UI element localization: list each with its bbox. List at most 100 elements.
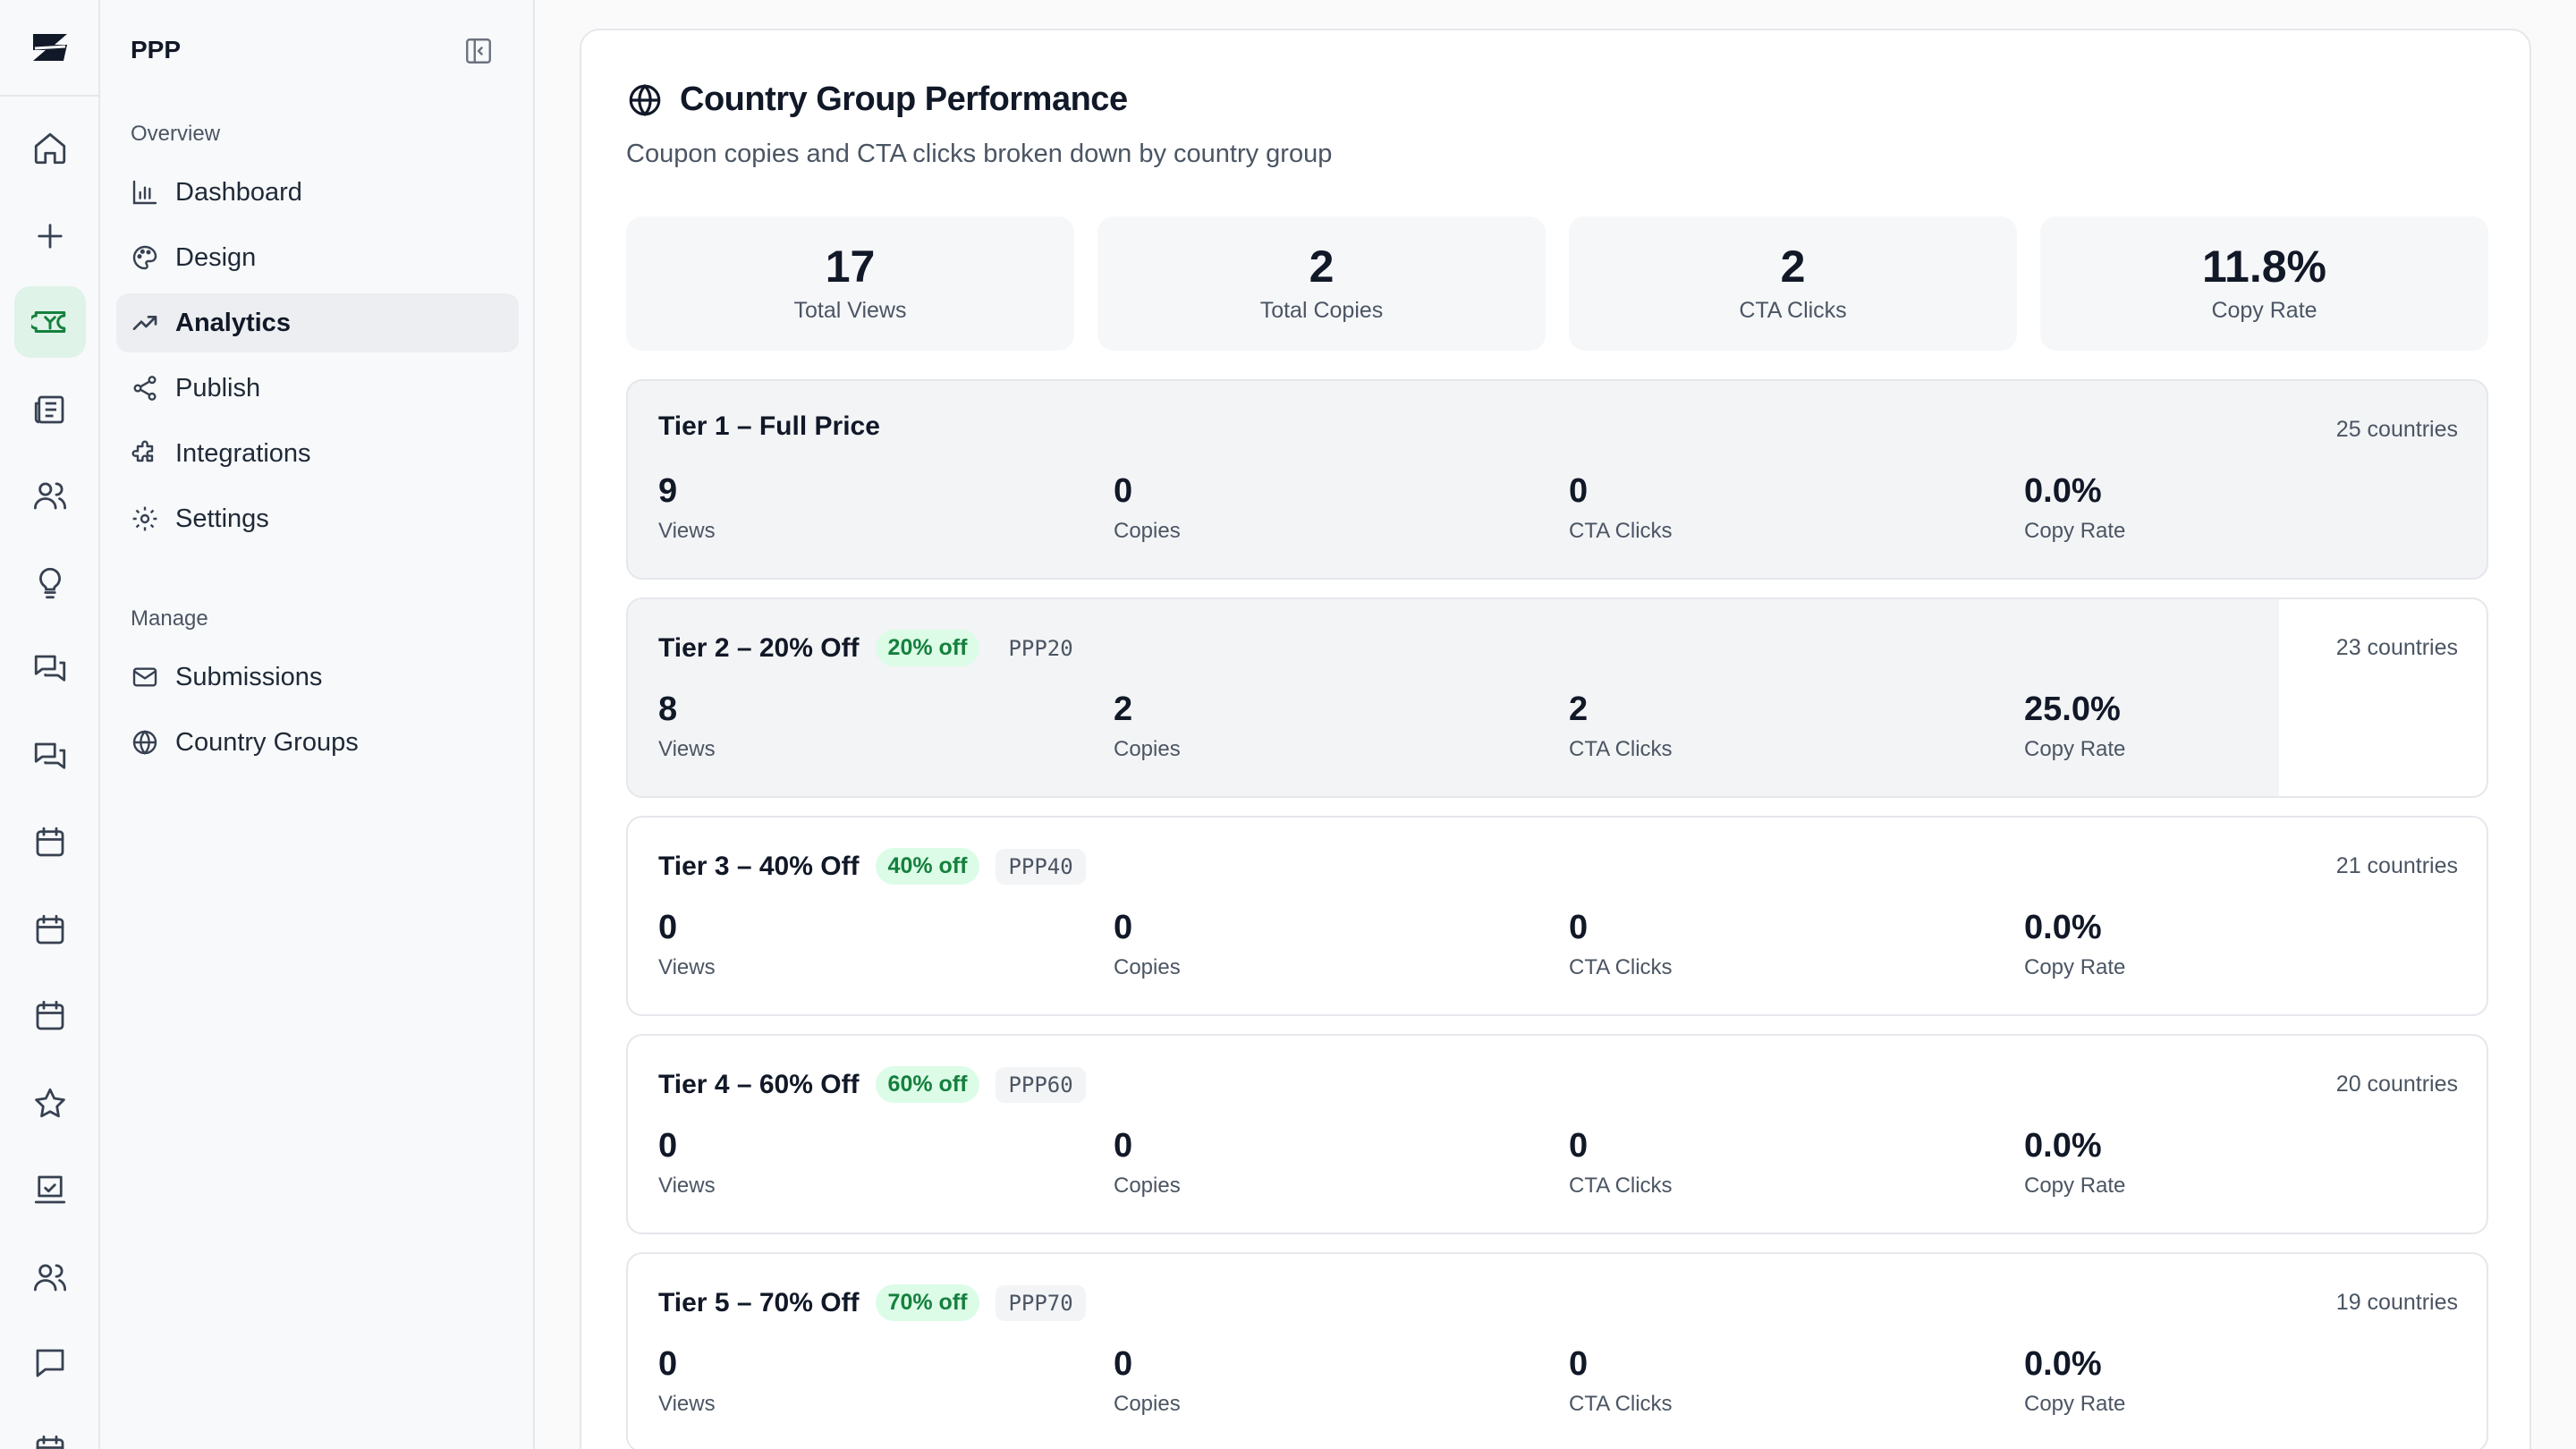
icon-rail xyxy=(0,0,100,1449)
tier-country-count: 21 countries xyxy=(2335,853,2458,878)
metric-label: Views xyxy=(658,955,716,979)
card-header: Country Group Performance xyxy=(626,80,1128,119)
sidebar-item-dashboard[interactable]: Dashboard xyxy=(116,163,519,222)
tier-metric-views: 8 Views xyxy=(658,692,716,762)
discount-badge: 40% off xyxy=(875,848,980,885)
metric-label: Copies xyxy=(1114,1174,1181,1198)
tier-row-2[interactable]: Tier 2 – 20% Off 20% off PPP20 23 countr… xyxy=(626,597,2488,798)
tier-name: Tier 5 – 70% Off xyxy=(658,1287,860,1318)
tier-header: Tier 2 – 20% Off 20% off PPP20 xyxy=(658,630,1086,666)
sidebar-item-integrations[interactable]: Integrations xyxy=(116,424,519,483)
discount-badge: 20% off xyxy=(875,630,980,666)
sidebar-item-publish[interactable]: Publish xyxy=(116,359,519,418)
stat-total-views: 17 Total Views xyxy=(626,216,1074,351)
sidebar-title: PPP xyxy=(131,36,182,64)
metric-label: Copy Rate xyxy=(2024,1392,2126,1416)
stat-copy-rate: 11.8% Copy Rate xyxy=(2040,216,2488,351)
tier-row-5[interactable]: Tier 5 – 70% Off 70% off PPP70 19 countr… xyxy=(626,1252,2488,1449)
page-title: Country Group Performance xyxy=(680,80,1128,118)
tier-metric-rate: 0.0% Copy Rate xyxy=(2024,1347,2125,1417)
sidebar-item-country-groups[interactable]: Country Groups xyxy=(116,713,519,772)
section-manage-label: Manage xyxy=(131,606,208,631)
calendar-icon[interactable] xyxy=(14,894,86,966)
metric-label: Views xyxy=(658,519,716,543)
metric-value: 25.0% xyxy=(2024,691,2121,728)
tier-metric-rate: 0.0% Copy Rate xyxy=(2024,474,2125,544)
metric-label: Copies xyxy=(1114,519,1181,543)
metric-value: 0.0% xyxy=(2024,909,2102,946)
star-icon[interactable] xyxy=(14,1068,86,1140)
metric-value: 0 xyxy=(1569,472,1589,510)
messages-icon[interactable] xyxy=(14,633,86,705)
metric-value: 0 xyxy=(658,1127,678,1165)
calendar-icon[interactable] xyxy=(14,980,86,1052)
plus-icon[interactable] xyxy=(14,200,86,272)
tier-row-4[interactable]: Tier 4 – 60% Off 60% off PPP60 20 countr… xyxy=(626,1034,2488,1234)
lightbulb-icon[interactable] xyxy=(14,547,86,619)
stat-value: 11.8% xyxy=(2201,241,2326,292)
rail-divider xyxy=(0,95,98,97)
metric-value: 2 xyxy=(1569,691,1589,728)
tier-country-count: 25 countries xyxy=(2335,417,2458,442)
coupon-code-badge[interactable]: PPP60 xyxy=(996,1066,1086,1103)
globe-icon xyxy=(629,83,661,116)
country-group-performance-card: Country Group Performance Coupon copies … xyxy=(580,29,2531,1449)
puzzle-icon xyxy=(131,440,154,462)
stat-value: 2 xyxy=(1780,241,1806,292)
collapse-sidebar-icon[interactable] xyxy=(463,36,494,66)
tier-metric-views: 0 Views xyxy=(658,911,716,980)
bar-chart-icon xyxy=(132,180,157,205)
tier-metric-cta: 2 CTA Clicks xyxy=(1569,692,1673,762)
coupon-code-badge[interactable]: PPP20 xyxy=(1008,635,1073,661)
globe-icon xyxy=(132,730,157,755)
ticket-icon[interactable] xyxy=(14,286,86,358)
metric-label: CTA Clicks xyxy=(1569,955,1673,979)
metric-value: 0 xyxy=(1569,1345,1589,1383)
presentation-check-icon[interactable] xyxy=(14,1154,86,1225)
sidebar-item-analytics[interactable]: Analytics xyxy=(116,293,519,352)
home-icon[interactable] xyxy=(14,113,86,184)
stat-total-copies: 2 Total Copies xyxy=(1097,216,1546,351)
tier-row-1[interactable]: Tier 1 – Full Price 25 countries 9 Views… xyxy=(626,379,2488,580)
metric-value: 9 xyxy=(658,472,678,510)
messages-icon[interactable] xyxy=(14,721,86,792)
calendar-icon[interactable] xyxy=(14,1415,86,1449)
tier-metric-views: 9 Views xyxy=(658,474,716,544)
discount-badge: 70% off xyxy=(875,1284,980,1321)
metric-label: Views xyxy=(658,1392,716,1416)
app-logo-icon[interactable] xyxy=(21,27,79,68)
stat-cta-clicks: 2 CTA Clicks xyxy=(1569,216,2017,351)
palette-icon xyxy=(132,245,157,270)
tier-metric-views: 0 Views xyxy=(658,1129,716,1199)
metric-label: Copy Rate xyxy=(2024,1174,2126,1198)
stat-label: CTA Clicks xyxy=(1739,297,1847,323)
metric-label: Copy Rate xyxy=(2024,519,2126,543)
tier-metric-rate: 0.0% Copy Rate xyxy=(2024,1129,2125,1199)
metric-label: Views xyxy=(658,1174,716,1198)
metric-value: 0 xyxy=(1569,1127,1589,1165)
stat-label: Total Copies xyxy=(1259,297,1384,323)
message-square-icon[interactable] xyxy=(14,1327,86,1399)
users-icon[interactable] xyxy=(14,460,86,531)
metric-label: CTA Clicks xyxy=(1569,1392,1673,1416)
metric-value: 0.0% xyxy=(2024,1127,2102,1165)
coupon-code-badge[interactable]: PPP40 xyxy=(996,848,1086,885)
stat-value: 2 xyxy=(1309,241,1335,292)
newspaper-icon[interactable] xyxy=(14,374,86,445)
sidebar-item-settings[interactable]: Settings xyxy=(116,489,519,548)
calendar-icon[interactable] xyxy=(14,807,86,878)
metric-value: 0 xyxy=(658,1345,678,1383)
coupon-code-badge[interactable]: PPP70 xyxy=(996,1284,1086,1321)
metric-label: CTA Clicks xyxy=(1569,737,1673,761)
users-icon[interactable] xyxy=(14,1241,86,1313)
tier-country-count: 20 countries xyxy=(2335,1072,2458,1097)
tier-row-3[interactable]: Tier 3 – 40% Off 40% off PPP40 21 countr… xyxy=(626,816,2488,1016)
share-icon xyxy=(133,376,157,401)
sidebar-item-design[interactable]: Design xyxy=(116,228,519,287)
tier-header: Tier 4 – 60% Off 60% off PPP60 xyxy=(658,1066,1086,1103)
discount-badge: 60% off xyxy=(875,1066,980,1103)
summary-stats: 17 Total Views 2 Total Copies 2 CTA Clic… xyxy=(626,216,2488,351)
trending-up-icon xyxy=(132,316,157,330)
metric-value: 0 xyxy=(1114,1127,1133,1165)
sidebar-item-submissions[interactable]: Submissions xyxy=(116,648,519,707)
